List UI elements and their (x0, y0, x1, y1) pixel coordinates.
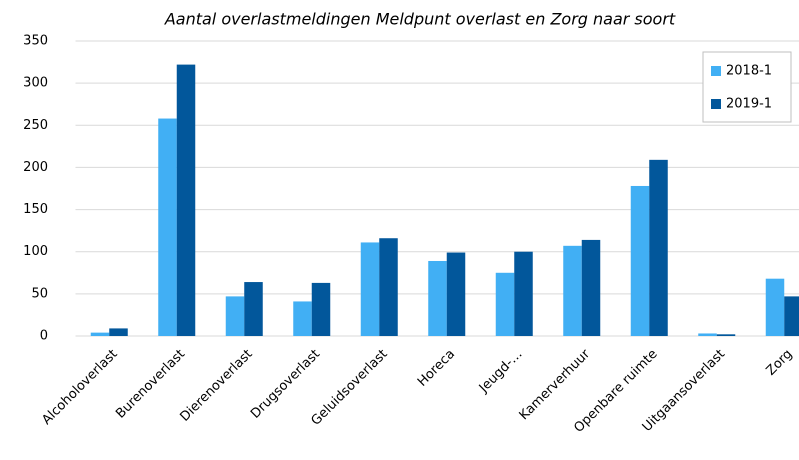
bar (495, 272, 515, 336)
bar (176, 64, 196, 336)
legend-swatch (711, 99, 721, 109)
bar (581, 239, 601, 336)
x-tick-label: Kamerverhuur (517, 346, 594, 423)
bar (765, 278, 785, 336)
chart-title: Aantal overlastmeldingen Meldpunt overla… (164, 10, 676, 29)
y-tick-label: 100 (23, 244, 48, 259)
legend-label: 2018-1 (726, 64, 772, 79)
bar (698, 333, 717, 336)
x-tick-label: Jeugd-… (476, 347, 526, 397)
legend-box (702, 51, 792, 123)
x-tick-label: Zorg (764, 347, 796, 379)
y-tick-label: 200 (23, 160, 48, 175)
x-tick-label: Drugsoverlast (248, 347, 323, 422)
bar (109, 328, 128, 336)
bar (293, 301, 312, 336)
bar (630, 185, 650, 336)
bar (379, 238, 398, 336)
bar (90, 332, 110, 336)
bar (716, 334, 736, 336)
bar (784, 296, 799, 336)
bar (514, 251, 533, 336)
legend-label: 2019-1 (726, 97, 772, 112)
x-tick-label: Horeca (415, 347, 458, 390)
y-tick-label: 150 (23, 202, 48, 217)
x-tick-label: Dierenoverlast (178, 347, 256, 425)
bar (225, 296, 245, 336)
y-tick-label: 350 (23, 34, 48, 49)
x-tick-label: Alcoholoverlast (39, 347, 120, 428)
y-tick-label: 0 (40, 329, 48, 344)
y-tick-label: 250 (23, 118, 48, 133)
x-tick-label: Burenoverlast (113, 347, 188, 422)
bar (158, 118, 177, 337)
y-tick-label: 300 (23, 76, 48, 91)
bar (563, 245, 582, 336)
bar (360, 242, 380, 336)
y-tick-label: 50 (31, 286, 48, 301)
bar (244, 282, 263, 336)
bar (446, 252, 466, 336)
bar (649, 159, 668, 336)
bar (311, 282, 331, 336)
legend-swatch (711, 66, 721, 76)
bar (428, 260, 447, 336)
